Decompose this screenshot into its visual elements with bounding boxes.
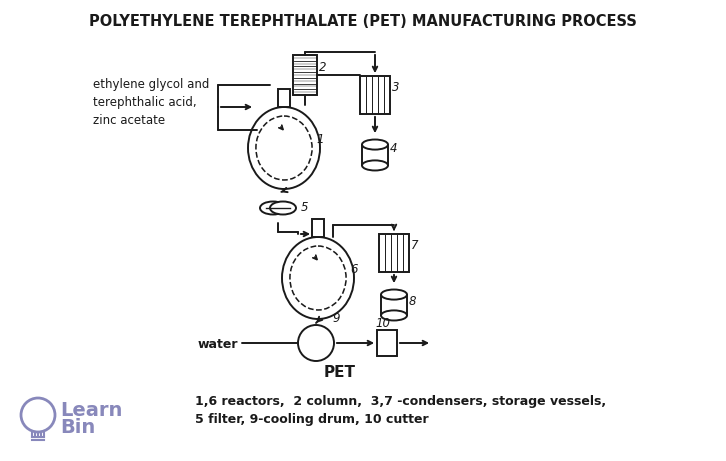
Ellipse shape: [270, 201, 296, 214]
Bar: [379, 234, 409, 272]
Text: 8: 8: [409, 295, 417, 308]
Text: PET: PET: [324, 365, 356, 379]
Bar: [311, 219, 325, 237]
Text: 9: 9: [332, 312, 340, 325]
Bar: [360, 76, 390, 114]
Text: Learn: Learn: [60, 401, 123, 420]
Text: ethylene glycol and
terephthalic acid,
zinc acetate: ethylene glycol and terephthalic acid, z…: [93, 78, 209, 127]
Ellipse shape: [282, 237, 354, 319]
Ellipse shape: [260, 201, 286, 214]
Ellipse shape: [381, 290, 407, 300]
Text: 6: 6: [350, 263, 357, 276]
Bar: [293, 55, 317, 95]
Bar: [377, 330, 397, 356]
Text: water: water: [197, 337, 238, 350]
Text: Bin: Bin: [60, 418, 95, 437]
Ellipse shape: [381, 310, 407, 320]
Text: 7: 7: [411, 239, 418, 252]
Ellipse shape: [362, 160, 388, 171]
Text: 2: 2: [319, 61, 327, 74]
Circle shape: [298, 325, 334, 361]
Ellipse shape: [248, 107, 320, 189]
Text: 10: 10: [375, 317, 390, 330]
Text: 1: 1: [316, 133, 324, 146]
Text: POLYETHYLENE TEREPHTHALATE (PET) MANUFACTURING PROCESS: POLYETHYLENE TEREPHTHALATE (PET) MANUFAC…: [89, 14, 637, 29]
Bar: [277, 89, 290, 107]
Text: 4: 4: [390, 142, 398, 155]
Text: 5: 5: [301, 201, 309, 214]
Ellipse shape: [362, 140, 388, 150]
Text: 1,6 reactors,  2 column,  3,7 -condensers, storage vessels,
5 filter, 9-cooling : 1,6 reactors, 2 column, 3,7 -condensers,…: [195, 395, 606, 426]
Text: 3: 3: [392, 81, 399, 94]
